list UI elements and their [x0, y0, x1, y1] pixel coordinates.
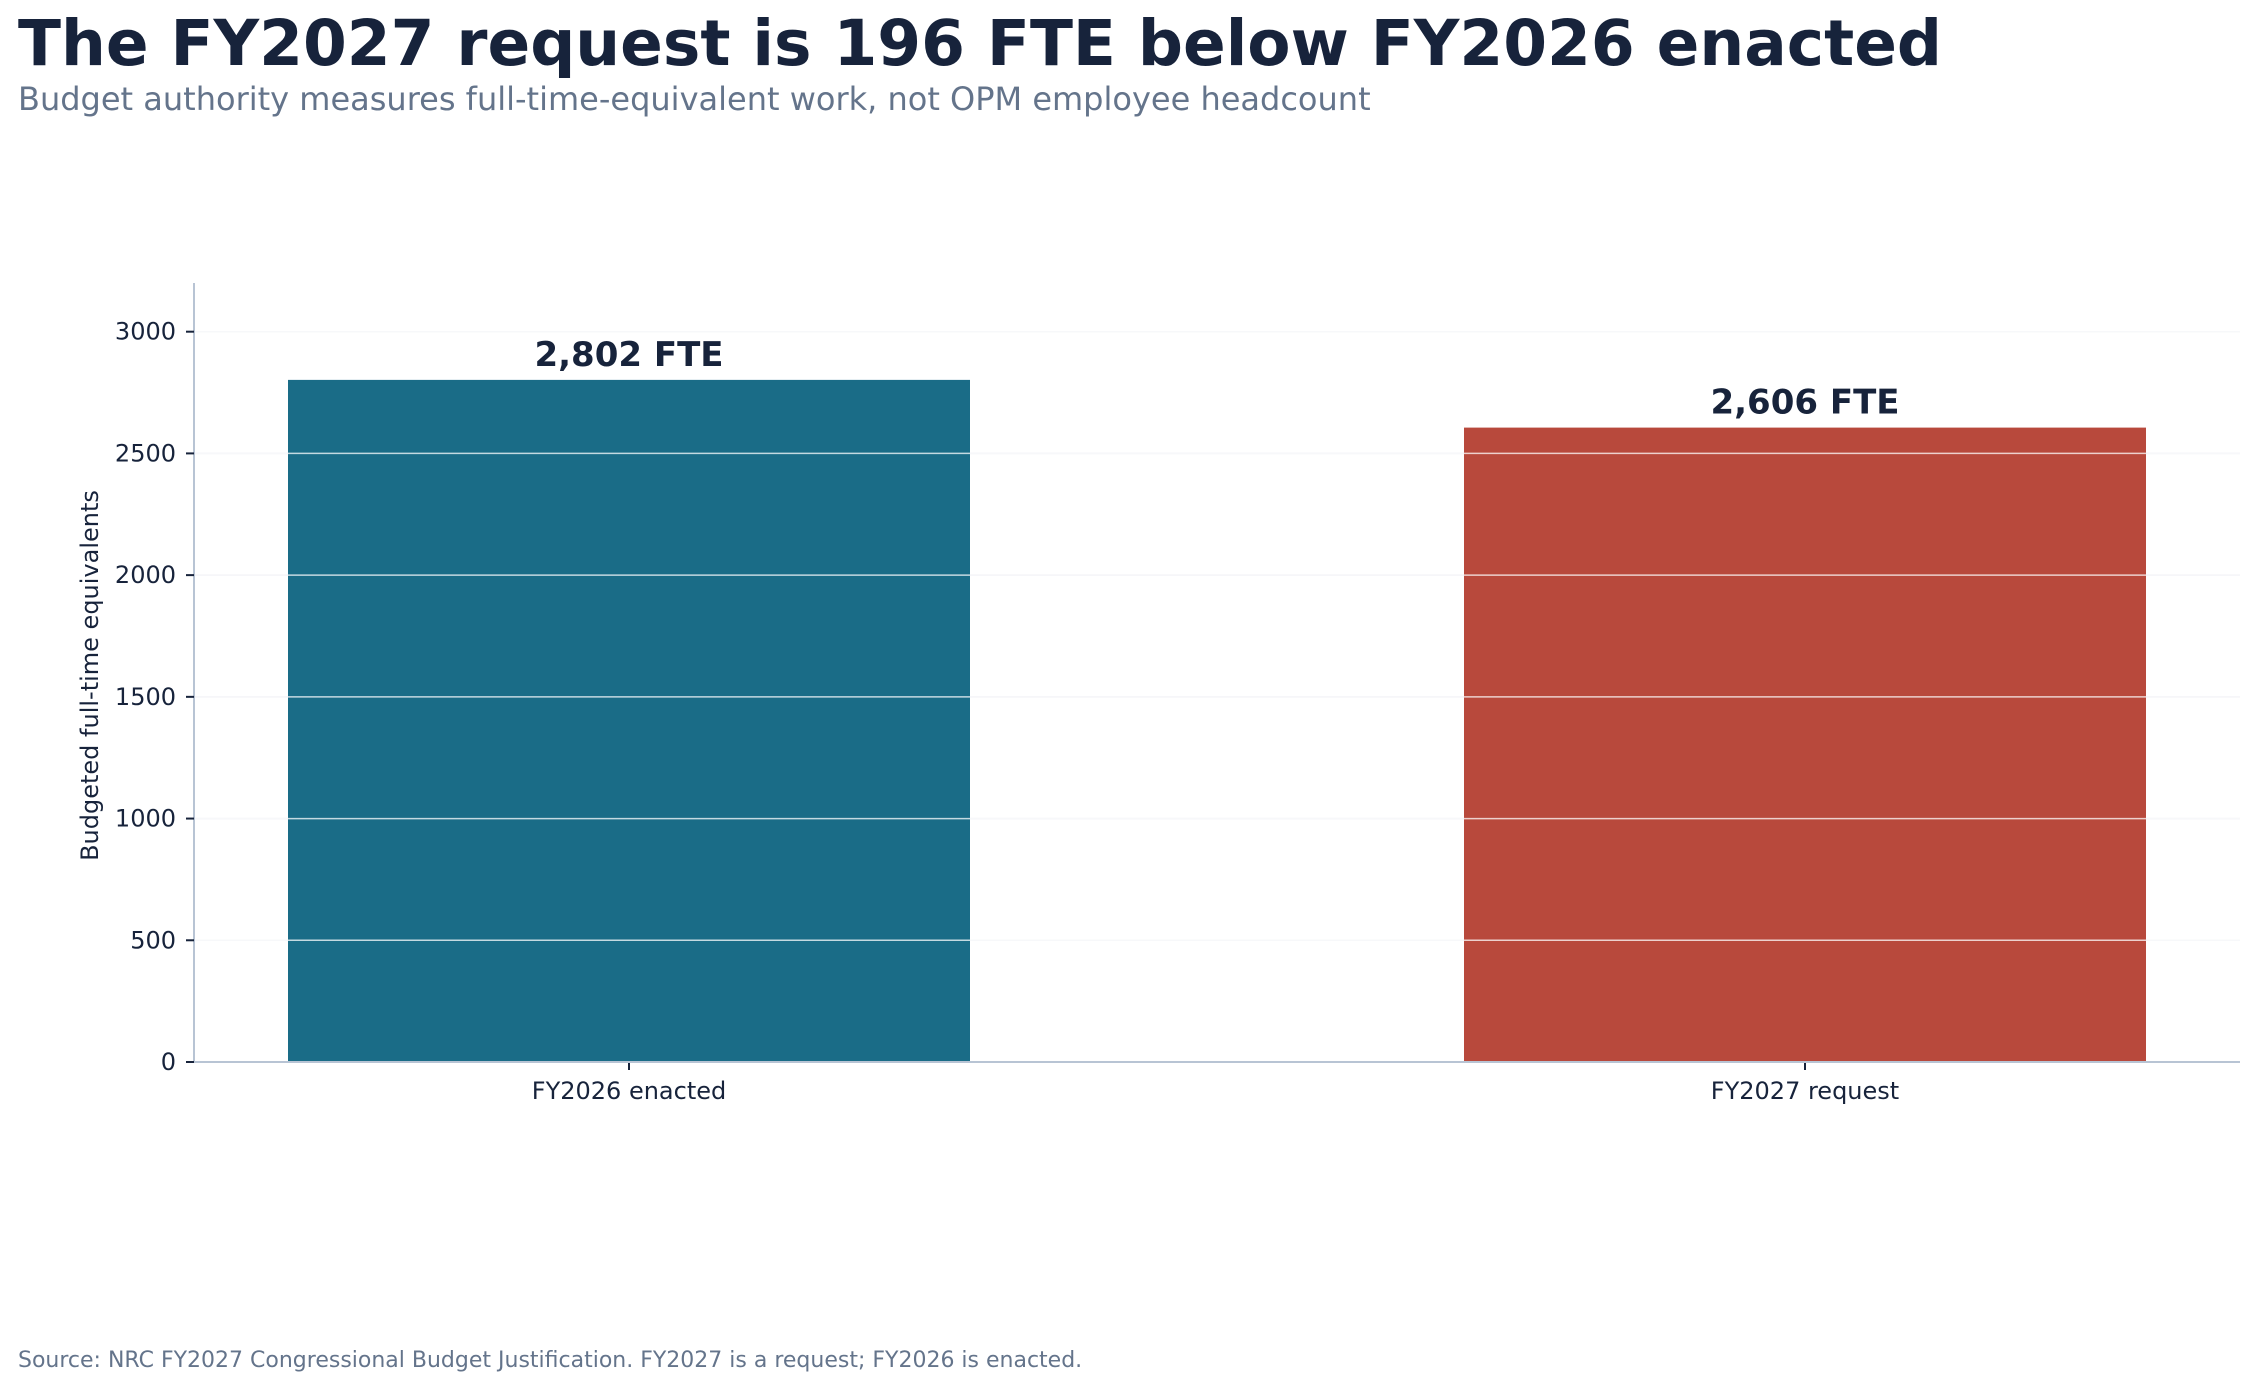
axes — [186, 283, 2240, 1070]
bar — [1464, 427, 2146, 1062]
gridlines-over-bars — [194, 330, 2240, 942]
bars — [288, 379, 2146, 1062]
y-tick-label: 500 — [130, 926, 176, 954]
y-axis-title: Budgeted full-time equivalents — [76, 490, 104, 861]
chart-subtitle: Budget authority measures full-time-equi… — [18, 80, 1371, 118]
bar — [288, 379, 970, 1062]
y-tick-label: 2500 — [115, 439, 176, 467]
x-tick-label: FY2026 enacted — [532, 1077, 726, 1105]
data-label: 2,606 FTE — [1710, 383, 1899, 423]
x-tick-label: FY2027 request — [1711, 1077, 1899, 1105]
y-tick-label: 3000 — [115, 318, 176, 346]
y-tick-label: 2000 — [115, 561, 176, 589]
y-tick-label: 0 — [161, 1048, 176, 1076]
data-label: 2,802 FTE — [534, 335, 723, 375]
chart-labels: 2,802 FTE FY2026 enacted 2,606 FTE FY2027 r… — [76, 318, 1900, 1105]
chart-title: The FY2027 request is 196 FTE below FY20… — [18, 7, 1943, 80]
y-tick-label: 1000 — [115, 805, 176, 833]
y-tick-label: 1500 — [115, 683, 176, 711]
source-note: Source: NRC FY2027 Congressional Budget … — [18, 1348, 1083, 1373]
